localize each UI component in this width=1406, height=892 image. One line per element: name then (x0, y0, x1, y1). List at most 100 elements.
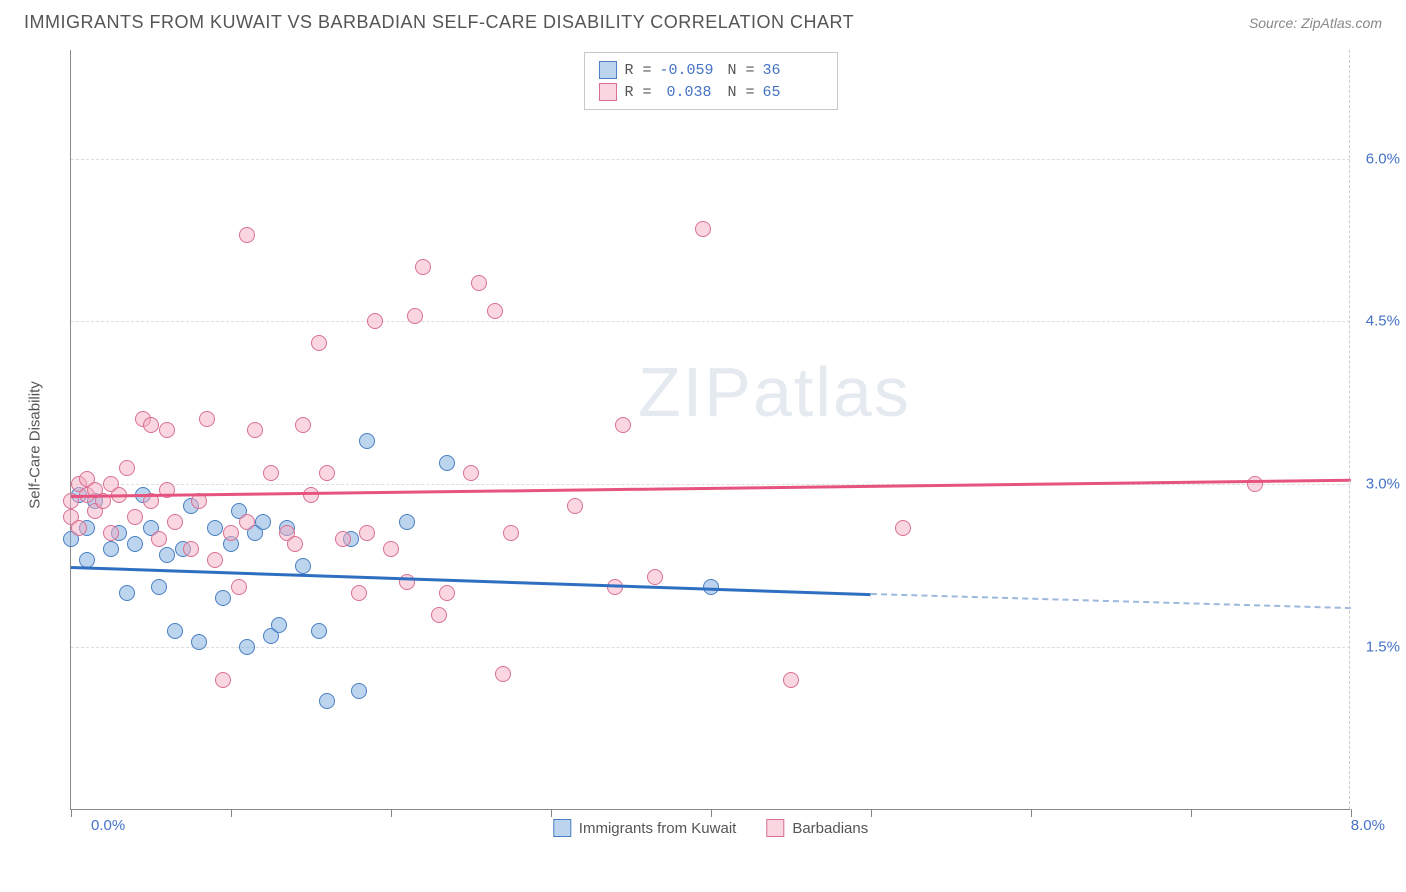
gridline (71, 647, 1350, 648)
y-tick-label: 6.0% (1355, 150, 1400, 167)
scatter-point (1247, 476, 1263, 492)
x-tick (391, 809, 392, 817)
scatter-point (199, 411, 215, 427)
swatch-blue-icon (553, 819, 571, 837)
scatter-point (783, 672, 799, 688)
chart-source: Source: ZipAtlas.com (1249, 15, 1382, 31)
scatter-point (239, 227, 255, 243)
scatter-point (143, 417, 159, 433)
scatter-point (351, 585, 367, 601)
scatter-point (311, 623, 327, 639)
scatter-point (167, 623, 183, 639)
x-tick (1031, 809, 1032, 817)
x-tick (231, 809, 232, 817)
scatter-point (335, 531, 351, 547)
scatter-point (647, 569, 663, 585)
legend-row-kuwait: R = -0.059 N = 36 (598, 59, 822, 81)
scatter-point (151, 531, 167, 547)
scatter-point (615, 417, 631, 433)
scatter-point (103, 525, 119, 541)
trend-line (71, 479, 1351, 498)
scatter-point (503, 525, 519, 541)
chart-container: Self-Care Disability ZIPatlas R = -0.059… (50, 50, 1380, 840)
scatter-point (287, 536, 303, 552)
r-value-barbadians: 0.038 (660, 84, 720, 101)
scatter-point (71, 520, 87, 536)
scatter-point (487, 303, 503, 319)
x-tick (1191, 809, 1192, 817)
x-axis-min-label: 0.0% (91, 817, 125, 834)
scatter-point (463, 465, 479, 481)
scatter-point (415, 259, 431, 275)
x-tick (871, 809, 872, 817)
scatter-point (215, 590, 231, 606)
gridline (71, 159, 1350, 160)
chart-header: IMMIGRANTS FROM KUWAIT VS BARBADIAN SELF… (0, 0, 1406, 41)
x-tick (551, 809, 552, 817)
scatter-point (295, 558, 311, 574)
n-value-barbadians: 65 (763, 84, 823, 101)
scatter-point (367, 313, 383, 329)
trend-line (71, 566, 871, 596)
y-tick-label: 1.5% (1355, 639, 1400, 656)
swatch-pink-icon (766, 819, 784, 837)
swatch-blue-icon (598, 61, 616, 79)
scatter-point (295, 417, 311, 433)
scatter-point (151, 579, 167, 595)
scatter-point (223, 525, 239, 541)
scatter-point (207, 552, 223, 568)
scatter-point (303, 487, 319, 503)
scatter-point (239, 514, 255, 530)
legend-item-barbadians: Barbadians (766, 819, 868, 837)
x-tick (1351, 809, 1352, 817)
plot-area: ZIPatlas R = -0.059 N = 36 R = 0.038 N =… (70, 50, 1350, 810)
correlation-legend: R = -0.059 N = 36 R = 0.038 N = 65 (583, 52, 837, 110)
scatter-point (127, 509, 143, 525)
scatter-point (127, 536, 143, 552)
scatter-point (263, 465, 279, 481)
scatter-point (103, 541, 119, 557)
watermark: ZIPatlas (638, 352, 911, 432)
scatter-point (695, 221, 711, 237)
scatter-point (239, 639, 255, 655)
scatter-point (271, 617, 287, 633)
scatter-point (159, 422, 175, 438)
x-tick (711, 809, 712, 817)
x-tick (71, 809, 72, 817)
scatter-point (231, 579, 247, 595)
scatter-point (407, 308, 423, 324)
x-axis-max-label: 8.0% (1351, 817, 1385, 834)
chart-title: IMMIGRANTS FROM KUWAIT VS BARBADIAN SELF… (24, 12, 854, 33)
scatter-point (383, 541, 399, 557)
scatter-point (255, 514, 271, 530)
scatter-point (399, 514, 415, 530)
scatter-point (311, 335, 327, 351)
scatter-point (215, 672, 231, 688)
scatter-point (495, 666, 511, 682)
scatter-point (895, 520, 911, 536)
scatter-point (439, 455, 455, 471)
series-legend: Immigrants from Kuwait Barbadians (553, 819, 868, 837)
scatter-point (319, 465, 335, 481)
trend-line (871, 593, 1351, 609)
y-tick-label: 4.5% (1355, 313, 1400, 330)
scatter-point (439, 585, 455, 601)
scatter-point (191, 634, 207, 650)
scatter-point (471, 275, 487, 291)
scatter-point (183, 541, 199, 557)
gridline (71, 321, 1350, 322)
legend-row-barbadians: R = 0.038 N = 65 (598, 81, 822, 103)
swatch-pink-icon (598, 83, 616, 101)
scatter-point (167, 514, 183, 530)
scatter-point (359, 433, 375, 449)
scatter-point (159, 547, 175, 563)
legend-item-kuwait: Immigrants from Kuwait (553, 819, 737, 837)
n-value-kuwait: 36 (763, 62, 823, 79)
scatter-point (607, 579, 623, 595)
r-value-kuwait: -0.059 (660, 62, 720, 79)
scatter-point (247, 422, 263, 438)
scatter-point (319, 693, 335, 709)
scatter-point (431, 607, 447, 623)
y-tick-label: 3.0% (1355, 476, 1400, 493)
y-axis-title: Self-Care Disability (27, 381, 44, 509)
